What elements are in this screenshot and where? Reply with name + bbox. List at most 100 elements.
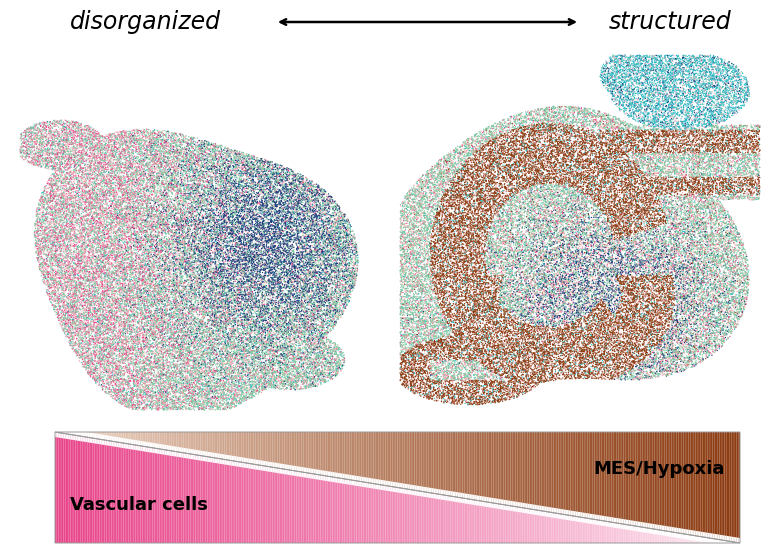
Point	[529, 380, 542, 389]
Point	[241, 161, 254, 170]
Point	[441, 161, 453, 170]
Point	[489, 138, 502, 147]
Polygon shape	[365, 432, 367, 483]
Point	[38, 255, 51, 264]
Point	[625, 334, 637, 343]
Point	[310, 206, 322, 215]
Point	[506, 346, 519, 355]
Point	[215, 353, 227, 362]
Point	[637, 108, 649, 117]
Point	[93, 353, 105, 362]
Point	[738, 131, 750, 140]
Point	[129, 265, 141, 274]
Point	[245, 371, 257, 380]
Point	[302, 300, 314, 309]
Point	[646, 240, 659, 249]
Point	[303, 221, 316, 230]
Polygon shape	[659, 525, 661, 535]
Point	[135, 227, 147, 236]
Point	[201, 148, 213, 157]
Point	[678, 241, 691, 250]
Point	[252, 358, 264, 366]
Point	[590, 141, 603, 150]
Point	[111, 217, 123, 226]
Point	[562, 216, 575, 225]
Point	[467, 281, 480, 290]
Point	[93, 258, 106, 267]
Point	[495, 374, 507, 383]
Point	[114, 161, 127, 170]
Point	[693, 224, 706, 232]
Point	[170, 171, 183, 180]
Point	[485, 305, 498, 314]
Point	[706, 312, 718, 321]
Point	[432, 197, 445, 206]
Point	[500, 211, 513, 220]
Point	[530, 217, 543, 226]
Point	[142, 369, 154, 378]
Point	[428, 246, 441, 255]
Point	[675, 222, 688, 231]
Point	[283, 259, 296, 268]
Point	[402, 259, 415, 267]
Point	[549, 262, 561, 271]
Point	[200, 294, 212, 302]
Point	[140, 207, 153, 216]
Point	[48, 173, 60, 182]
Point	[712, 76, 724, 85]
Point	[142, 232, 154, 241]
Point	[586, 299, 599, 308]
Point	[151, 142, 163, 151]
Point	[507, 202, 520, 211]
Point	[452, 251, 465, 260]
Point	[263, 166, 275, 175]
Point	[477, 216, 490, 225]
Point	[202, 264, 215, 272]
Point	[57, 302, 70, 311]
Polygon shape	[452, 497, 454, 543]
Point	[260, 284, 273, 292]
Point	[492, 306, 504, 315]
Point	[116, 328, 129, 337]
Point	[195, 147, 208, 156]
Point	[462, 350, 474, 359]
Point	[194, 369, 206, 378]
Point	[299, 336, 312, 345]
Point	[397, 278, 409, 287]
Point	[613, 311, 626, 320]
Point	[572, 297, 585, 306]
Point	[693, 240, 706, 249]
Point	[470, 311, 483, 320]
Point	[115, 340, 128, 349]
Point	[555, 205, 568, 214]
Point	[150, 346, 162, 355]
Point	[622, 53, 635, 62]
Point	[139, 220, 151, 229]
Point	[535, 372, 547, 381]
Point	[713, 284, 726, 292]
Point	[278, 226, 290, 235]
Point	[253, 260, 266, 269]
Point	[532, 351, 544, 360]
Point	[487, 388, 499, 396]
Point	[88, 311, 100, 320]
Point	[655, 88, 667, 97]
Point	[547, 332, 560, 341]
Polygon shape	[98, 434, 100, 444]
Point	[207, 224, 220, 233]
Point	[37, 206, 49, 215]
Point	[655, 328, 668, 337]
Point	[607, 315, 619, 324]
Point	[644, 312, 657, 321]
Point	[264, 365, 277, 374]
Point	[458, 249, 470, 258]
Point	[130, 170, 143, 178]
Point	[297, 350, 310, 359]
Point	[503, 297, 516, 306]
Point	[57, 167, 70, 176]
Point	[307, 380, 319, 389]
Point	[78, 331, 90, 340]
Point	[319, 370, 332, 379]
Point	[638, 145, 651, 153]
Point	[728, 235, 741, 244]
